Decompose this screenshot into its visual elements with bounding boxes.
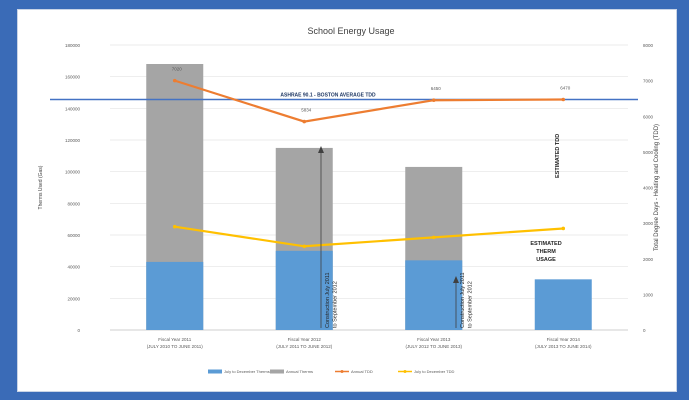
series-point bbox=[172, 78, 177, 83]
right-tick-label: 0 bbox=[643, 328, 646, 333]
estimated-therm-label-line: THERM bbox=[536, 249, 556, 255]
series-line bbox=[174, 225, 564, 248]
legend-label: July to December Therms bbox=[224, 369, 270, 374]
right-tick-label: 7000 bbox=[643, 79, 654, 84]
construction-note-2-line: Construction July 2011 bbox=[460, 272, 466, 328]
series-data-label: 5834 bbox=[301, 108, 312, 113]
series-data-label: 6470 bbox=[560, 86, 571, 91]
left-tick-label: 140000 bbox=[65, 106, 81, 111]
jul-dec-therms-bar bbox=[534, 279, 592, 330]
right-axis-ticks: 0 1000 2000 3000 4000 5000 6000 7000 8000 bbox=[643, 43, 654, 333]
estimated-tdd-label-line: ESTIMATED TDD bbox=[555, 134, 561, 178]
jul-dec-therms-bar bbox=[405, 260, 463, 330]
series-point bbox=[172, 224, 177, 229]
category-label-year: Fiscal Year 2011 bbox=[158, 337, 191, 342]
series-data-label: 6450 bbox=[431, 86, 442, 91]
ashrae-line-label: ASHRAE 90.1 - BOSTON AVERAGE TDD bbox=[280, 93, 376, 99]
estimated-tdd-label: ESTIMATED TDD bbox=[555, 134, 561, 178]
left-tick-label: 40000 bbox=[67, 265, 80, 270]
category-label-range: (JULY 2012 TO JUNE 2013) bbox=[406, 344, 463, 349]
construction-note-1-line: Construction July 2011 bbox=[325, 272, 331, 328]
left-tick-label: 80000 bbox=[67, 201, 80, 206]
series-point bbox=[561, 226, 566, 231]
construction-note-1-line: to September 2012 bbox=[333, 281, 339, 328]
x-axis-labels: Fiscal Year 2011 (JULY 2010 TO JUNE 2011)… bbox=[147, 337, 592, 349]
left-tick-label: 120000 bbox=[65, 138, 81, 143]
right-tick-label: 8000 bbox=[643, 43, 654, 48]
left-tick-label: 60000 bbox=[67, 233, 80, 238]
jul-dec-therms-bar bbox=[146, 261, 204, 330]
construction-note-2-line: to September 2012 bbox=[468, 281, 474, 328]
left-tick-label: 160000 bbox=[65, 75, 81, 80]
left-axis-label: Therms Used (Gas) bbox=[38, 165, 44, 209]
left-tick-label: 180000 bbox=[65, 43, 81, 48]
annotations: Construction July 2011 to September 2012 C… bbox=[318, 134, 562, 328]
construction-note-2: Construction July 2011 to September 2012 bbox=[460, 272, 474, 328]
legend-marker bbox=[340, 370, 344, 373]
right-tick-label: 2000 bbox=[643, 257, 654, 262]
left-tick-label: 20000 bbox=[67, 296, 80, 301]
series-point bbox=[431, 98, 436, 103]
construction-arrow-1-head bbox=[318, 146, 324, 153]
right-tick-label: 1000 bbox=[643, 292, 654, 297]
legend-label: July to December TDD bbox=[414, 369, 454, 374]
category-label-range: (JULY 2010 TO JUNE 2011) bbox=[147, 344, 204, 349]
series-point bbox=[302, 119, 307, 124]
series-point bbox=[561, 97, 566, 102]
jul-dec-therms-bar bbox=[275, 250, 333, 330]
legend-swatch bbox=[270, 369, 284, 374]
construction-note-1: Construction July 2011 to September 2012 bbox=[325, 272, 339, 328]
series-point bbox=[302, 244, 307, 249]
legend-label: Annual Therms bbox=[286, 369, 313, 374]
right-tick-label: 6000 bbox=[643, 114, 654, 119]
estimated-therm-label: ESTIMATED THERM USAGE bbox=[530, 241, 561, 263]
right-tick-label: 5000 bbox=[643, 150, 654, 155]
construction-arrow-2-head bbox=[453, 276, 459, 283]
category-label-range: (JULY 2013 TO JUNE 2014) bbox=[535, 344, 592, 349]
bars bbox=[146, 64, 592, 330]
estimated-therm-label-line: ESTIMATED bbox=[530, 241, 561, 247]
series-lines: 7020 5834 6450 6470 bbox=[172, 67, 571, 249]
legend-label: Annual TDD bbox=[351, 369, 373, 374]
reference-line: ASHRAE 90.1 - BOSTON AVERAGE TDD bbox=[50, 93, 638, 101]
category-label-year: Fiscal Year 2013 bbox=[417, 337, 451, 342]
left-tick-label: 0 bbox=[77, 328, 80, 333]
chart-title: School Energy Usage bbox=[307, 26, 394, 36]
category-label-range: (JULY 2011 TO JUNE 2012) bbox=[276, 344, 333, 349]
energy-chart: School Energy Usage 02000040000600008000… bbox=[38, 26, 660, 374]
legend: July to December Therms Annual Therms Annu… bbox=[208, 369, 454, 374]
chart-frame: School Energy Usage 0 20000 40000 60000 8000… bbox=[17, 9, 677, 392]
series-data-label: 7020 bbox=[172, 67, 183, 72]
right-tick-label: 4000 bbox=[643, 186, 654, 191]
left-tick-label: 100000 bbox=[65, 170, 81, 175]
right-tick-label: 3000 bbox=[643, 221, 654, 226]
series-line bbox=[174, 79, 564, 123]
right-axis-label: Total Degree Days - Heating and Cooling … bbox=[654, 124, 660, 251]
legend-marker bbox=[403, 370, 407, 373]
estimated-therm-label-line: USAGE bbox=[536, 257, 556, 263]
series-point bbox=[431, 235, 436, 240]
category-label-year: Fiscal Year 2014 bbox=[547, 337, 581, 342]
category-label-year: Fiscal Year 2012 bbox=[288, 337, 322, 342]
left-axis-ticks: 0 20000 40000 60000 80000 100000 120000 140000 1… bbox=[65, 43, 81, 333]
legend-swatch bbox=[208, 369, 222, 374]
